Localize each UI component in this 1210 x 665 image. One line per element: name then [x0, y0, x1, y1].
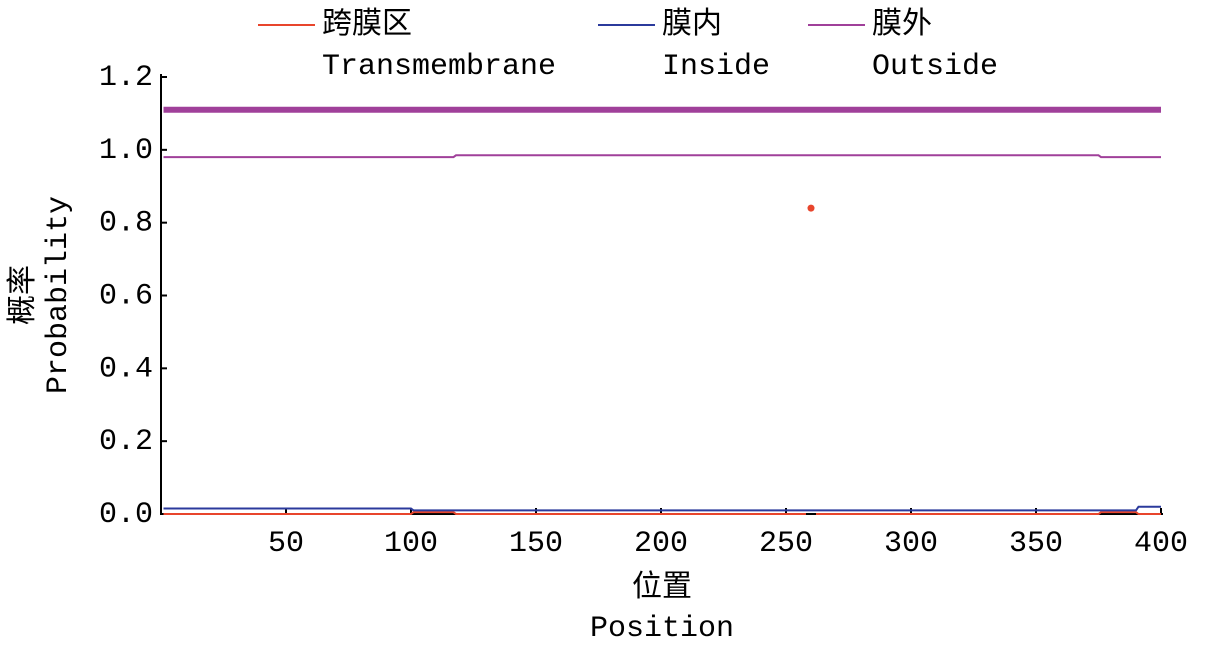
legend-label: 膜外	[872, 7, 932, 43]
data-point	[807, 204, 815, 212]
line	[816, 511, 1161, 515]
y-axis-title: Probability	[42, 196, 76, 394]
y-tick-label: 0.6	[99, 279, 153, 313]
x-axis-title: Position	[590, 612, 734, 646]
x-tick-label: 250	[759, 527, 813, 561]
y-tick-label: 0.4	[99, 352, 153, 386]
legend-label: Outside	[872, 50, 998, 84]
x-axis-title: 位置	[632, 570, 692, 606]
line	[163, 154, 1161, 159]
legend-label: Transmembrane	[322, 50, 556, 84]
y-tick-label: 1.2	[99, 61, 153, 95]
x-tick-label: 300	[884, 527, 938, 561]
x-tick-label: 350	[1009, 527, 1063, 561]
legend-label: 跨膜区	[322, 7, 412, 43]
y-tick-label: 1.0	[99, 134, 153, 168]
y-tick-label: 0.0	[99, 498, 153, 532]
y-tick-label: 0.2	[99, 425, 153, 459]
x-tick-label: 200	[634, 527, 688, 561]
legend-label: 膜内	[662, 7, 722, 43]
y-axis-title: 概率	[6, 265, 42, 325]
line	[163, 511, 806, 515]
x-tick-label: 100	[384, 527, 438, 561]
line	[163, 505, 1161, 512]
x-tick-label: 50	[268, 527, 304, 561]
legend-label: Inside	[662, 50, 770, 84]
x-tick-label: 150	[509, 527, 563, 561]
y-tick-label: 0.8	[99, 207, 153, 241]
x-tick-label: 400	[1134, 527, 1188, 561]
